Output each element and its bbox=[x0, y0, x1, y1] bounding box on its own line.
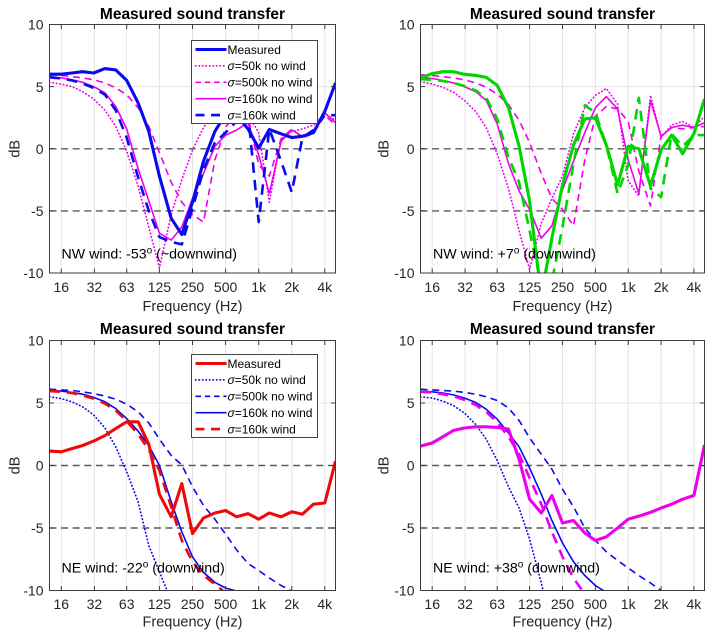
svg-text:10: 10 bbox=[399, 17, 415, 33]
svg-text:63: 63 bbox=[489, 279, 505, 295]
svg-text:Frequency (Hz): Frequency (Hz) bbox=[513, 299, 613, 315]
svg-text:10: 10 bbox=[28, 17, 44, 33]
svg-text:125: 125 bbox=[148, 596, 172, 612]
svg-text:σ=160k no wind: σ=160k no wind bbox=[228, 406, 313, 420]
svg-text:16: 16 bbox=[54, 279, 70, 295]
svg-text:σ=160k wind: σ=160k wind bbox=[228, 108, 296, 122]
svg-text:Measured: Measured bbox=[228, 43, 281, 57]
svg-text:-10: -10 bbox=[23, 265, 43, 281]
svg-text:32: 32 bbox=[87, 596, 103, 612]
svg-text:dB: dB bbox=[377, 140, 393, 158]
svg-text:0: 0 bbox=[407, 458, 415, 474]
svg-text:4k: 4k bbox=[317, 596, 333, 612]
svg-text:σ=500k no wind: σ=500k no wind bbox=[228, 390, 313, 404]
svg-text:0: 0 bbox=[36, 141, 44, 157]
svg-text:dB: dB bbox=[8, 457, 24, 475]
svg-text:63: 63 bbox=[489, 596, 505, 612]
svg-text:32: 32 bbox=[87, 279, 103, 295]
svg-text:NE wind: -22o (downwind): NE wind: -22o (downwind) bbox=[62, 560, 225, 577]
svg-text:4k: 4k bbox=[687, 279, 703, 295]
svg-text:250: 250 bbox=[551, 596, 575, 612]
svg-text:σ=50k no wind: σ=50k no wind bbox=[228, 59, 306, 73]
svg-text:125: 125 bbox=[518, 279, 542, 295]
svg-text:2k: 2k bbox=[284, 279, 300, 295]
svg-text:500: 500 bbox=[584, 279, 608, 295]
svg-text:5: 5 bbox=[407, 79, 415, 95]
svg-text:250: 250 bbox=[181, 279, 205, 295]
svg-text:5: 5 bbox=[36, 79, 44, 95]
svg-text:-10: -10 bbox=[394, 265, 414, 281]
svg-text:500: 500 bbox=[584, 596, 608, 612]
svg-text:500: 500 bbox=[214, 596, 238, 612]
svg-text:125: 125 bbox=[518, 596, 542, 612]
svg-text:16: 16 bbox=[424, 596, 440, 612]
svg-text:500: 500 bbox=[214, 279, 238, 295]
svg-text:10: 10 bbox=[399, 333, 415, 349]
svg-text:2k: 2k bbox=[654, 279, 670, 295]
svg-text:63: 63 bbox=[119, 279, 135, 295]
svg-text:32: 32 bbox=[457, 596, 473, 612]
svg-text:4k: 4k bbox=[687, 596, 703, 612]
svg-text:1k: 1k bbox=[621, 279, 637, 295]
svg-text:125: 125 bbox=[148, 279, 172, 295]
svg-text:σ=50k no wind: σ=50k no wind bbox=[228, 373, 306, 387]
svg-text:16: 16 bbox=[54, 596, 70, 612]
svg-text:-5: -5 bbox=[402, 203, 415, 219]
svg-text:63: 63 bbox=[119, 596, 135, 612]
svg-text:-5: -5 bbox=[402, 520, 415, 536]
svg-text:4k: 4k bbox=[317, 279, 333, 295]
svg-text:σ=500k no wind: σ=500k no wind bbox=[228, 76, 313, 90]
svg-text:-5: -5 bbox=[31, 203, 44, 219]
svg-text:Measured sound transfer: Measured sound transfer bbox=[470, 321, 655, 338]
svg-text:2k: 2k bbox=[284, 596, 300, 612]
svg-text:Frequency (Hz): Frequency (Hz) bbox=[143, 615, 243, 631]
svg-text:Measured sound transfer: Measured sound transfer bbox=[470, 6, 655, 23]
svg-text:1k: 1k bbox=[251, 279, 267, 295]
svg-text:Frequency (Hz): Frequency (Hz) bbox=[143, 299, 243, 315]
svg-text:5: 5 bbox=[36, 395, 44, 411]
svg-text:-5: -5 bbox=[31, 520, 44, 536]
svg-text:dB: dB bbox=[8, 140, 24, 158]
svg-text:1k: 1k bbox=[621, 596, 637, 612]
svg-text:-10: -10 bbox=[23, 583, 43, 599]
svg-text:Measured: Measured bbox=[228, 357, 281, 371]
svg-text:16: 16 bbox=[424, 279, 440, 295]
svg-text:NE wind: +38o (downwind): NE wind: +38o (downwind) bbox=[433, 560, 600, 577]
svg-text:NW wind: +7o (downwind): NW wind: +7o (downwind) bbox=[433, 246, 596, 263]
svg-text:NW wind: -53o (~downwind): NW wind: -53o (~downwind) bbox=[62, 246, 238, 263]
svg-text:Frequency (Hz): Frequency (Hz) bbox=[513, 615, 613, 631]
svg-text:1k: 1k bbox=[251, 596, 267, 612]
svg-text:5: 5 bbox=[407, 395, 415, 411]
svg-text:250: 250 bbox=[181, 596, 205, 612]
svg-text:0: 0 bbox=[36, 458, 44, 474]
svg-text:σ=160k no wind: σ=160k no wind bbox=[228, 92, 313, 106]
svg-text:dB: dB bbox=[377, 457, 393, 475]
svg-text:σ=160k wind: σ=160k wind bbox=[228, 422, 296, 436]
svg-text:250: 250 bbox=[551, 279, 575, 295]
svg-text:Measured sound transfer: Measured sound transfer bbox=[100, 6, 285, 23]
svg-text:-10: -10 bbox=[394, 583, 414, 599]
svg-text:0: 0 bbox=[407, 141, 415, 157]
svg-text:10: 10 bbox=[28, 333, 44, 349]
svg-text:2k: 2k bbox=[654, 596, 670, 612]
svg-text:Measured sound transfer: Measured sound transfer bbox=[100, 321, 285, 338]
svg-text:32: 32 bbox=[457, 279, 473, 295]
